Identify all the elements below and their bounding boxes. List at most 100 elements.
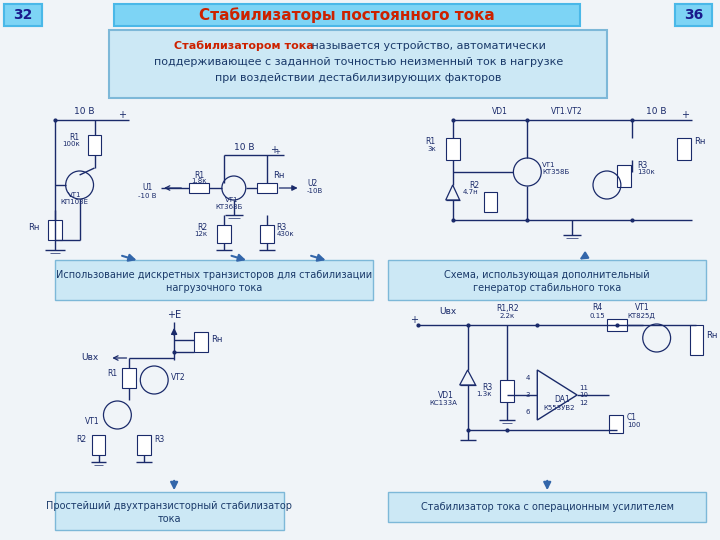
Text: +: +	[680, 110, 688, 120]
Text: 0.15: 0.15	[589, 313, 605, 319]
Text: поддерживающее с заданной точностью неизменный ток в нагрузке: поддерживающее с заданной точностью неиз…	[153, 57, 563, 67]
Bar	[446, 138, 459, 160]
Text: 1.8к: 1.8к	[192, 178, 207, 184]
Text: 4.7н: 4.7н	[463, 189, 479, 195]
Text: тока: тока	[158, 514, 181, 524]
Text: U1: U1	[142, 184, 153, 192]
Bar	[217, 225, 231, 243]
Text: 430к: 430к	[276, 231, 294, 237]
Text: нагрузочного тока: нагрузочного тока	[166, 283, 262, 293]
Bar	[194, 332, 208, 352]
Text: 2.2к: 2.2к	[500, 313, 515, 319]
Bar	[91, 435, 105, 455]
Text: Rн: Rн	[273, 172, 284, 180]
Text: Стабилизаторы постоянного тока: Стабилизаторы постоянного тока	[199, 7, 495, 23]
Text: называется устройство, автоматически: называется устройство, автоматически	[308, 41, 546, 51]
Text: КТ358Б: КТ358Б	[542, 169, 570, 175]
Text: VT1: VT1	[85, 417, 99, 427]
Text: VT2: VT2	[171, 374, 186, 382]
Text: R3: R3	[482, 382, 492, 392]
Bar	[677, 138, 690, 160]
Text: -10В: -10В	[306, 188, 323, 194]
Text: КТ825Д: КТ825Д	[628, 313, 656, 319]
Bar	[690, 325, 703, 355]
Text: VT1: VT1	[225, 197, 238, 203]
Text: VT1: VT1	[542, 162, 556, 168]
Text: Uвх: Uвх	[81, 354, 98, 362]
Text: R1: R1	[69, 133, 80, 143]
Text: 6: 6	[526, 409, 531, 415]
Text: Rн: Rн	[695, 138, 706, 146]
Bar	[388, 492, 706, 522]
Bar	[4, 4, 42, 26]
Text: VT1: VT1	[634, 303, 649, 313]
Bar	[109, 30, 607, 98]
Text: КС133А: КС133А	[430, 400, 458, 406]
Text: R3: R3	[154, 435, 164, 444]
Text: VT1.VT2: VT1.VT2	[552, 107, 583, 117]
Text: VD1: VD1	[492, 107, 508, 117]
Text: Rн: Rн	[211, 335, 222, 345]
Text: R2: R2	[197, 222, 207, 232]
Text: +: +	[269, 145, 278, 155]
Bar	[617, 165, 631, 187]
Text: R2: R2	[469, 180, 480, 190]
Bar	[138, 435, 151, 455]
Text: +: +	[118, 110, 127, 120]
Text: U2: U2	[307, 179, 318, 187]
Text: 32: 32	[13, 8, 32, 22]
Text: 10: 10	[579, 392, 588, 398]
Text: 10 В: 10 В	[74, 107, 95, 117]
Text: при воздействии дестабилизирующих факторов: при воздействии дестабилизирующих фактор…	[215, 73, 501, 83]
Text: 10 В: 10 В	[647, 107, 667, 117]
Text: +: +	[410, 315, 418, 325]
Text: R3: R3	[636, 160, 647, 170]
Bar	[484, 192, 498, 212]
Bar	[122, 368, 136, 388]
Bar	[114, 4, 580, 26]
Text: 1.3к: 1.3к	[476, 391, 492, 397]
Text: -10 В: -10 В	[138, 193, 156, 199]
Bar	[4, 4, 42, 26]
Text: 11: 11	[579, 385, 588, 391]
Text: КТ368Б: КТ368Б	[215, 204, 243, 210]
Text: +: +	[274, 149, 281, 155]
Bar	[48, 220, 62, 240]
Bar	[675, 4, 712, 26]
Text: +E: +E	[167, 310, 181, 320]
Text: R1,R2: R1,R2	[496, 303, 518, 313]
Text: 130к: 130к	[636, 169, 654, 175]
Text: КП103Е: КП103Е	[60, 199, 89, 205]
Bar	[609, 415, 623, 433]
Bar	[388, 260, 706, 300]
Text: 100: 100	[627, 422, 640, 428]
Text: 12: 12	[579, 400, 588, 406]
Text: 3: 3	[526, 392, 531, 398]
Bar	[607, 319, 627, 331]
Bar	[189, 183, 209, 193]
Text: К553УВ2: К553УВ2	[544, 405, 575, 411]
Text: Стабилизатором тока: Стабилизатором тока	[174, 40, 314, 51]
Text: 36: 36	[684, 8, 703, 22]
Text: Использование дискретных транзисторов для стабилизации: Использование дискретных транзисторов дл…	[56, 270, 372, 280]
Text: R4: R4	[592, 303, 602, 313]
Text: VT1: VT1	[68, 192, 81, 198]
Text: Схема, использующая дополнительный: Схема, использующая дополнительный	[444, 270, 650, 280]
Text: DA1: DA1	[554, 395, 570, 404]
Bar	[257, 183, 276, 193]
Text: R1: R1	[107, 368, 117, 377]
Bar	[500, 380, 514, 402]
Text: Rн: Rн	[28, 224, 40, 233]
Text: R3: R3	[276, 222, 287, 232]
Text: VD1: VD1	[438, 390, 454, 400]
Bar	[260, 225, 274, 243]
Text: R1: R1	[426, 138, 436, 146]
Text: 4: 4	[526, 375, 531, 381]
Text: генератор стабильного тока: генератор стабильного тока	[473, 283, 621, 293]
Text: Стабилизатор тока с операционным усилителем: Стабилизатор тока с операционным усилите…	[420, 502, 674, 512]
Bar	[675, 4, 712, 26]
Text: Rн: Rн	[706, 332, 718, 341]
Text: R1: R1	[194, 172, 204, 180]
Bar	[55, 492, 284, 530]
Text: R2: R2	[76, 435, 86, 443]
